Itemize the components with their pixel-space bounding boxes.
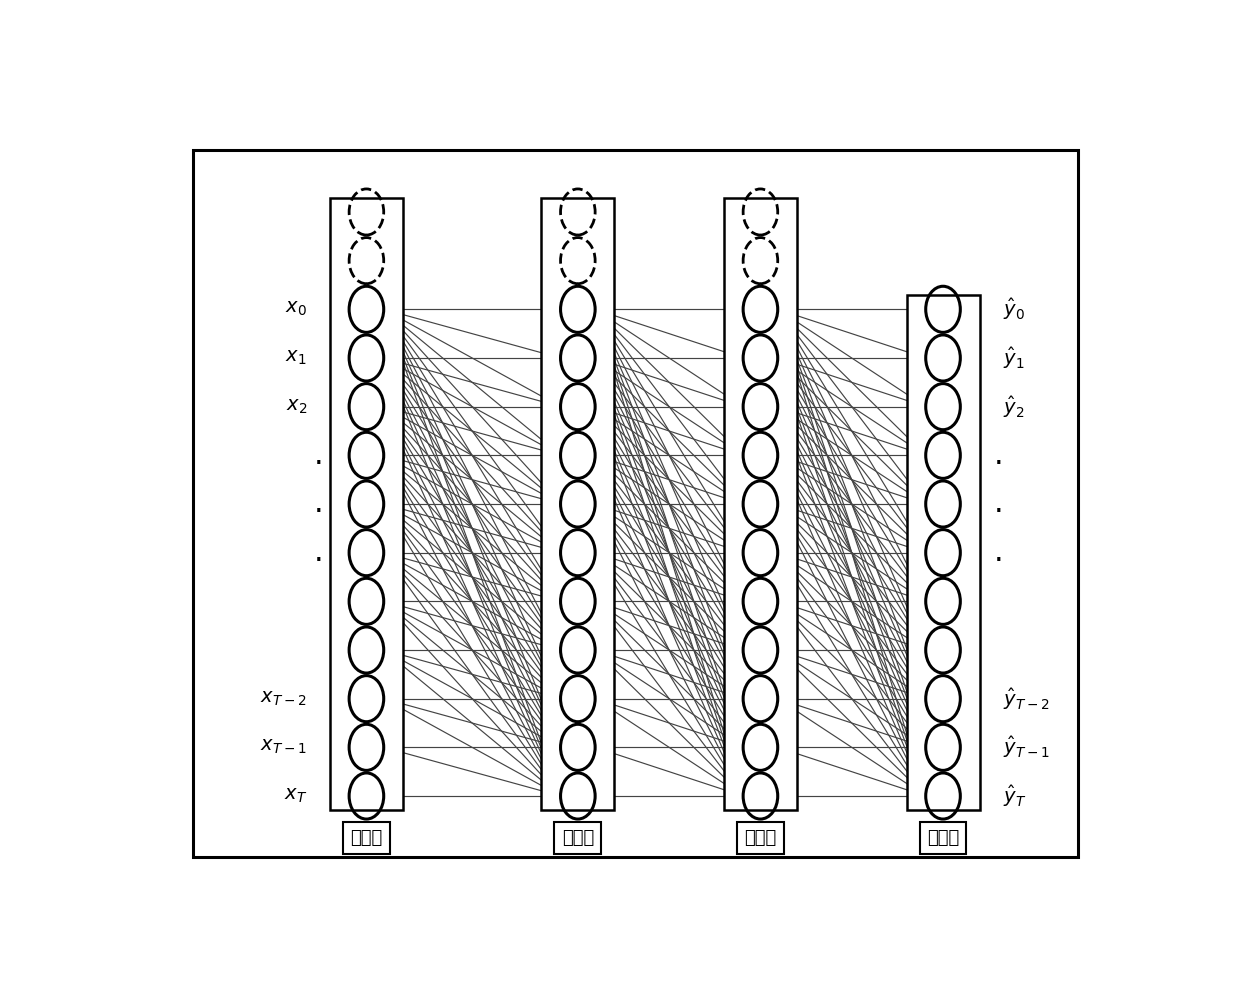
FancyBboxPatch shape: [906, 295, 980, 809]
Text: $\hat{y}_2$: $\hat{y}_2$: [1003, 393, 1024, 419]
FancyBboxPatch shape: [330, 199, 403, 809]
Text: $\hat{y}_T$: $\hat{y}_T$: [1003, 783, 1025, 809]
Text: $\hat{y}_1$: $\hat{y}_1$: [1003, 345, 1024, 371]
Text: $.$: $.$: [993, 538, 1002, 567]
Text: $.$: $.$: [312, 489, 321, 519]
Text: 隐藏层: 隐藏层: [744, 829, 776, 847]
Text: 输入层: 输入层: [350, 829, 383, 847]
Text: $\hat{y}_{T-2}$: $\hat{y}_{T-2}$: [1003, 686, 1049, 712]
Text: $x_0$: $x_0$: [285, 300, 306, 318]
Text: $x_T$: $x_T$: [284, 786, 306, 805]
Text: $\hat{y}_{T-1}$: $\hat{y}_{T-1}$: [1003, 735, 1049, 760]
Text: 隐藏层: 隐藏层: [562, 829, 594, 847]
Text: 输出层: 输出层: [926, 829, 960, 847]
FancyBboxPatch shape: [542, 199, 614, 809]
Text: $.$: $.$: [312, 441, 321, 470]
Text: $.$: $.$: [993, 489, 1002, 519]
Text: $x_{T-1}$: $x_{T-1}$: [260, 739, 306, 756]
FancyBboxPatch shape: [193, 151, 1078, 857]
Text: $\hat{y}_0$: $\hat{y}_0$: [1003, 296, 1024, 322]
Text: $.$: $.$: [312, 538, 321, 567]
Text: $.$: $.$: [993, 441, 1002, 470]
FancyBboxPatch shape: [724, 199, 797, 809]
Text: $x_1$: $x_1$: [285, 349, 306, 367]
Text: $x_{T-2}$: $x_{T-2}$: [260, 690, 306, 708]
Text: $x_2$: $x_2$: [285, 397, 306, 416]
